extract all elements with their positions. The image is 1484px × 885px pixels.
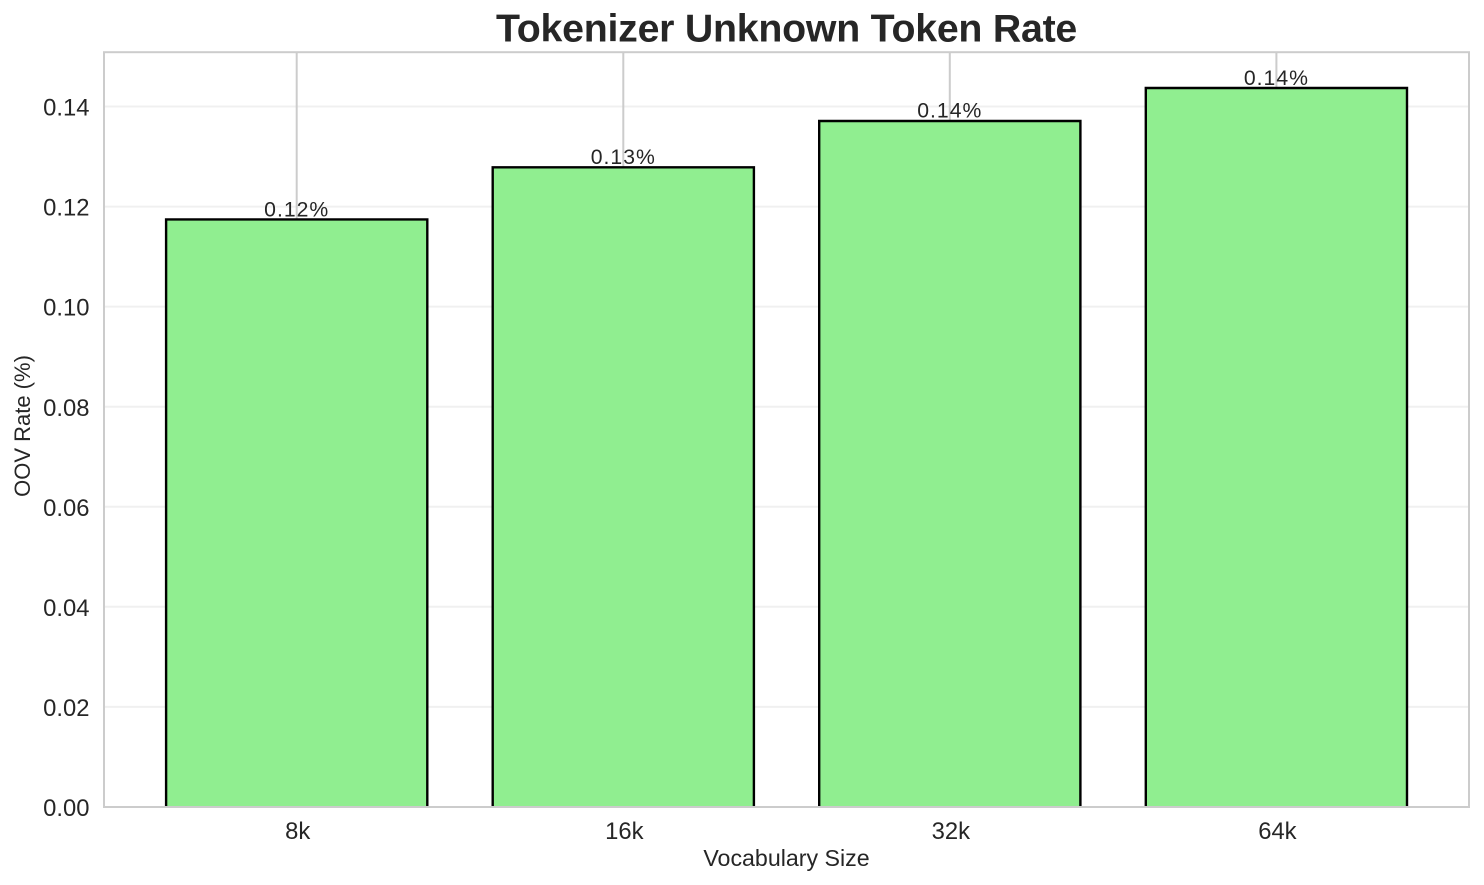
svg-text:OOV Rate (%): OOV Rate (%) xyxy=(10,355,35,497)
svg-text:0.14%: 0.14% xyxy=(917,99,982,122)
svg-text:64k: 64k xyxy=(1258,818,1296,845)
svg-text:0.04: 0.04 xyxy=(43,595,89,622)
svg-text:0.13%: 0.13% xyxy=(591,146,656,169)
svg-text:0.10: 0.10 xyxy=(43,295,89,322)
svg-text:0.12%: 0.12% xyxy=(264,198,329,221)
svg-text:8k: 8k xyxy=(285,818,310,845)
svg-text:0.00: 0.00 xyxy=(43,795,89,822)
svg-text:0.14: 0.14 xyxy=(43,95,89,122)
svg-text:0.08: 0.08 xyxy=(43,395,89,422)
svg-text:0.12: 0.12 xyxy=(43,195,89,222)
svg-text:Vocabulary Size: Vocabulary Size xyxy=(703,845,869,871)
svg-text:0.06: 0.06 xyxy=(43,495,89,522)
svg-text:16k: 16k xyxy=(605,818,643,845)
svg-text:0.14%: 0.14% xyxy=(1244,67,1309,90)
svg-text:Tokenizer Unknown Token Rate: Tokenizer Unknown Token Rate xyxy=(496,7,1077,51)
svg-text:0.02: 0.02 xyxy=(43,695,89,722)
svg-text:32k: 32k xyxy=(932,818,970,845)
